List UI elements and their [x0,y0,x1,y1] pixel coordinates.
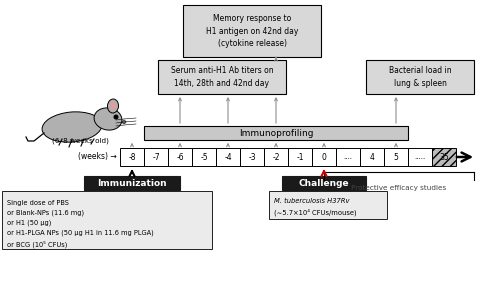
Bar [366,60,474,94]
Ellipse shape [42,112,102,142]
Ellipse shape [94,108,122,130]
Text: (weeks) →: (weeks) → [78,152,117,162]
Text: -8: -8 [128,152,136,162]
Bar [360,148,384,166]
Bar [84,176,180,190]
Bar [216,148,240,166]
Text: -2: -2 [272,152,280,162]
Bar [144,148,168,166]
Text: Memory response to
H1 antigen on 42nd day
(cytokine release): Memory response to H1 antigen on 42nd da… [206,14,298,48]
Text: 35: 35 [439,152,449,162]
Text: M. tuberculosis H37Rv: M. tuberculosis H37Rv [274,198,349,204]
Text: Serum anti-H1 Ab titers on
14th, 28th and 42nd day: Serum anti-H1 Ab titers on 14th, 28th an… [170,66,274,88]
Circle shape [114,115,118,119]
Bar [269,191,387,219]
Text: 4: 4 [370,152,374,162]
Ellipse shape [122,121,126,124]
Bar [192,148,216,166]
Bar [144,126,408,140]
Text: Immunization: Immunization [97,178,167,187]
Bar [183,5,321,57]
Text: Immunoprofiling: Immunoprofiling [239,129,313,138]
Bar [288,148,312,166]
Text: -4: -4 [224,152,232,162]
Text: Bacterial load in
lung & spleen: Bacterial load in lung & spleen [388,66,452,88]
Bar [312,148,336,166]
Bar [168,148,192,166]
Text: -3: -3 [248,152,256,162]
Bar [264,148,288,166]
Bar [120,148,144,166]
Text: or BCG (10⁵ CFUs): or BCG (10⁵ CFUs) [7,240,68,247]
Text: -1: -1 [296,152,304,162]
Text: or H1 (50 μg): or H1 (50 μg) [7,220,52,227]
Text: 5: 5 [394,152,398,162]
Text: -7: -7 [152,152,160,162]
Text: or H1-PLGA NPs (50 μg H1 in 11.6 mg PLGA): or H1-PLGA NPs (50 μg H1 in 11.6 mg PLGA… [7,230,154,236]
Text: ....: .... [344,154,352,160]
Bar [336,148,360,166]
Text: -6: -6 [176,152,184,162]
Bar [432,148,456,166]
Text: Single dose of PBS: Single dose of PBS [7,200,69,206]
Text: Challenge: Challenge [298,178,350,187]
Text: -5: -5 [200,152,208,162]
Bar [240,148,264,166]
Bar [384,148,408,166]
Ellipse shape [108,99,118,113]
Bar [282,176,366,190]
Text: Protective efficacy studies: Protective efficacy studies [352,185,446,191]
Bar [158,60,286,94]
Bar [2,191,212,249]
Ellipse shape [110,102,116,110]
Text: .....: ..... [414,154,426,160]
Bar [408,148,432,166]
Text: 0: 0 [322,152,326,162]
Text: (∼5.7×10⁴ CFUs/mouse): (∼5.7×10⁴ CFUs/mouse) [274,208,356,216]
Text: or Blank-NPs (11.6 mg): or Blank-NPs (11.6 mg) [7,210,84,217]
Text: (6–8 weeks old): (6–8 weeks old) [52,138,108,144]
